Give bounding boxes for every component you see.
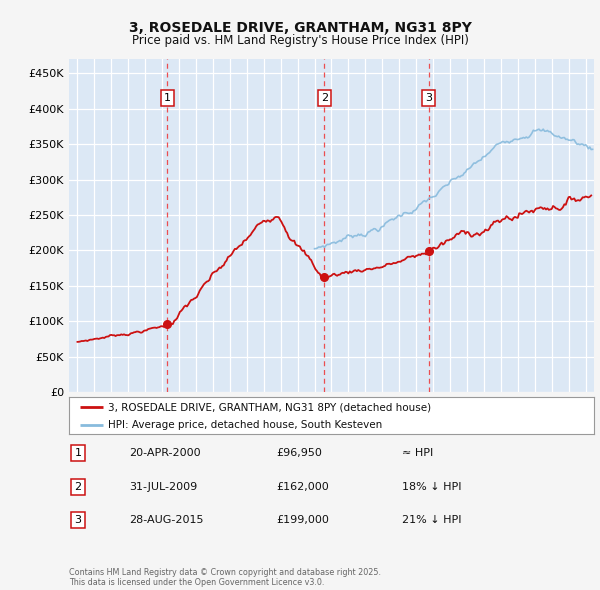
Text: 20-APR-2000: 20-APR-2000 [129, 448, 200, 458]
Text: HPI: Average price, detached house, South Kesteven: HPI: Average price, detached house, Sout… [109, 419, 383, 430]
Text: 31-JUL-2009: 31-JUL-2009 [129, 482, 197, 491]
Text: 2: 2 [321, 93, 328, 103]
Text: £96,950: £96,950 [276, 448, 322, 458]
Text: 21% ↓ HPI: 21% ↓ HPI [402, 516, 461, 525]
Text: 3: 3 [425, 93, 433, 103]
Text: 28-AUG-2015: 28-AUG-2015 [129, 516, 203, 525]
Text: 1: 1 [164, 93, 171, 103]
Text: 3, ROSEDALE DRIVE, GRANTHAM, NG31 8PY: 3, ROSEDALE DRIVE, GRANTHAM, NG31 8PY [128, 21, 472, 35]
Text: 18% ↓ HPI: 18% ↓ HPI [402, 482, 461, 491]
Text: £199,000: £199,000 [276, 516, 329, 525]
Text: £162,000: £162,000 [276, 482, 329, 491]
Text: Contains HM Land Registry data © Crown copyright and database right 2025.
This d: Contains HM Land Registry data © Crown c… [69, 568, 381, 587]
Text: 1: 1 [74, 448, 82, 458]
Text: 3, ROSEDALE DRIVE, GRANTHAM, NG31 8PY (detached house): 3, ROSEDALE DRIVE, GRANTHAM, NG31 8PY (d… [109, 402, 431, 412]
Text: Price paid vs. HM Land Registry's House Price Index (HPI): Price paid vs. HM Land Registry's House … [131, 34, 469, 47]
Text: 3: 3 [74, 516, 82, 525]
Text: 2: 2 [74, 482, 82, 491]
Text: ≈ HPI: ≈ HPI [402, 448, 433, 458]
